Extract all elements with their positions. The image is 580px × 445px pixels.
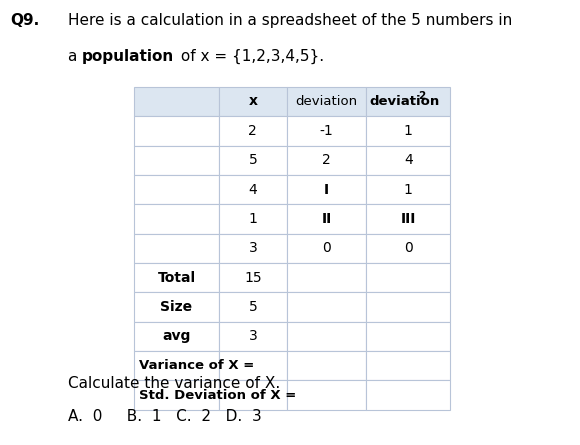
Bar bbox=[219, 175, 287, 204]
Text: 0: 0 bbox=[404, 241, 412, 255]
Bar bbox=[219, 87, 287, 116]
Bar bbox=[287, 380, 366, 410]
Bar bbox=[287, 204, 366, 234]
Text: 5: 5 bbox=[248, 153, 258, 167]
Text: -1: -1 bbox=[320, 124, 334, 138]
Bar bbox=[219, 292, 287, 322]
Bar bbox=[366, 204, 451, 234]
Text: 1: 1 bbox=[404, 182, 413, 197]
Bar bbox=[366, 263, 451, 292]
Bar bbox=[366, 146, 451, 175]
Bar bbox=[219, 380, 287, 410]
Text: 4: 4 bbox=[248, 182, 258, 197]
Bar bbox=[219, 234, 287, 263]
Bar bbox=[287, 146, 366, 175]
Text: deviation: deviation bbox=[369, 95, 440, 108]
Bar bbox=[366, 292, 451, 322]
Bar bbox=[366, 322, 451, 351]
Bar bbox=[366, 87, 451, 116]
Text: 15: 15 bbox=[244, 271, 262, 285]
Text: 3: 3 bbox=[248, 241, 258, 255]
Text: 2: 2 bbox=[418, 91, 426, 101]
Text: Calculate the variance of X.: Calculate the variance of X. bbox=[68, 376, 281, 391]
Bar bbox=[135, 116, 219, 146]
Bar bbox=[219, 322, 287, 351]
Text: x: x bbox=[248, 94, 258, 109]
Text: 3: 3 bbox=[248, 329, 258, 344]
Bar bbox=[135, 322, 219, 351]
Text: Std. Deviation of X =: Std. Deviation of X = bbox=[139, 388, 296, 402]
Bar bbox=[287, 351, 366, 380]
Bar bbox=[135, 263, 219, 292]
Text: 2: 2 bbox=[248, 124, 258, 138]
Bar bbox=[366, 116, 451, 146]
Text: II: II bbox=[321, 212, 332, 226]
Bar bbox=[366, 351, 451, 380]
Bar bbox=[366, 175, 451, 204]
Bar bbox=[135, 175, 219, 204]
Text: III: III bbox=[401, 212, 416, 226]
Text: deviation: deviation bbox=[296, 95, 358, 108]
Bar bbox=[366, 380, 451, 410]
Bar bbox=[219, 351, 287, 380]
Bar bbox=[135, 380, 219, 410]
Text: Total: Total bbox=[157, 271, 195, 285]
Bar bbox=[287, 234, 366, 263]
Text: of x = {1,2,3,4,5}.: of x = {1,2,3,4,5}. bbox=[176, 49, 325, 64]
Text: 4: 4 bbox=[404, 153, 412, 167]
Bar bbox=[135, 204, 219, 234]
Bar bbox=[287, 175, 366, 204]
Bar bbox=[135, 234, 219, 263]
Bar bbox=[219, 116, 287, 146]
Bar bbox=[219, 204, 287, 234]
Text: A.  0     B.  1   C.  2   D.  3: A. 0 B. 1 C. 2 D. 3 bbox=[68, 409, 262, 424]
Bar bbox=[287, 87, 366, 116]
Bar bbox=[135, 87, 219, 116]
Text: 2: 2 bbox=[322, 153, 331, 167]
Text: 5: 5 bbox=[248, 300, 258, 314]
Text: Variance of X =: Variance of X = bbox=[139, 359, 254, 372]
Text: Q9.: Q9. bbox=[10, 13, 40, 28]
Bar bbox=[287, 322, 366, 351]
Text: avg: avg bbox=[162, 329, 191, 344]
Bar bbox=[219, 146, 287, 175]
Text: Here is a calculation in a spreadsheet of the 5 numbers in: Here is a calculation in a spreadsheet o… bbox=[68, 13, 513, 28]
Bar bbox=[135, 351, 219, 380]
Text: I: I bbox=[324, 182, 329, 197]
Text: 0: 0 bbox=[322, 241, 331, 255]
Text: 1: 1 bbox=[248, 212, 258, 226]
Bar bbox=[287, 263, 366, 292]
Bar bbox=[366, 234, 451, 263]
Bar bbox=[219, 263, 287, 292]
Bar bbox=[135, 292, 219, 322]
Bar bbox=[287, 116, 366, 146]
Text: population: population bbox=[82, 49, 174, 64]
Bar bbox=[287, 292, 366, 322]
Text: 1: 1 bbox=[404, 124, 413, 138]
Bar bbox=[135, 146, 219, 175]
Text: a: a bbox=[68, 49, 83, 64]
Text: Size: Size bbox=[161, 300, 193, 314]
